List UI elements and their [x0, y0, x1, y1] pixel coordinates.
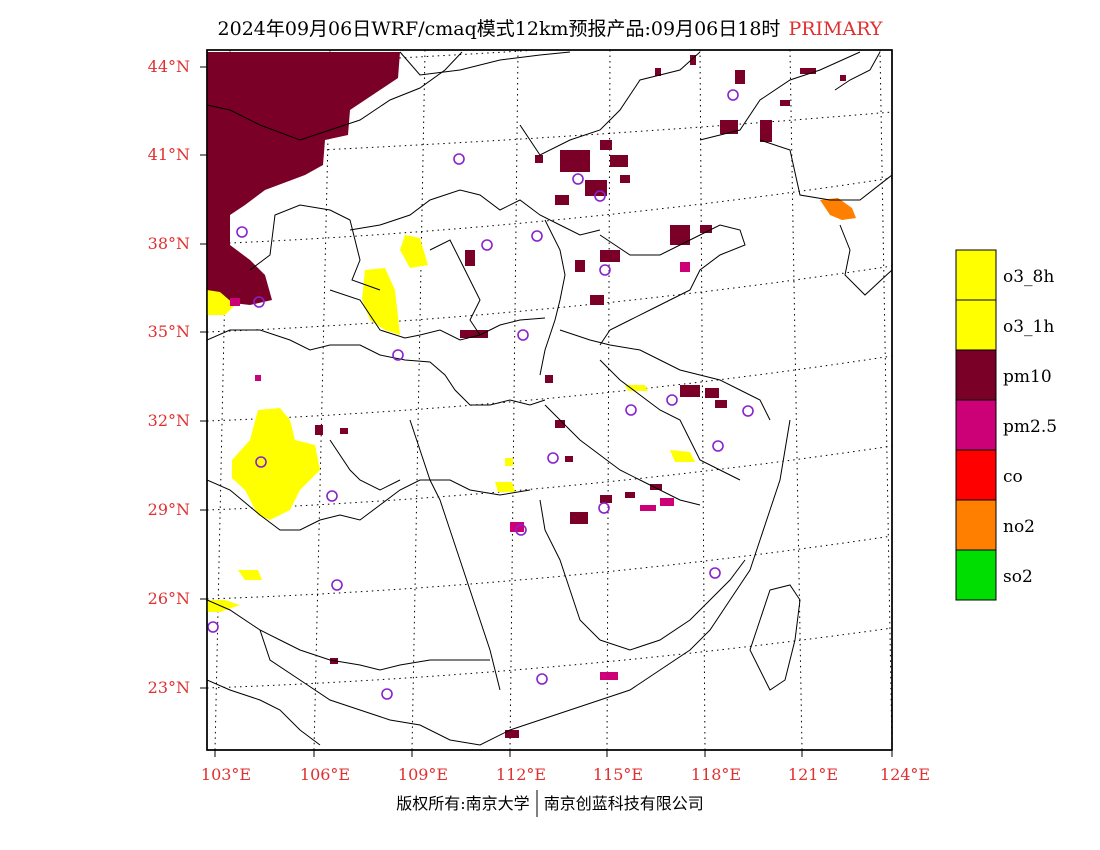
lon-label-112: 112°E	[496, 765, 546, 784]
legend-swatch-o3-8h	[955, 249, 997, 301]
lat-label-41: 41°N	[148, 145, 190, 164]
lon-label-118: 118°E	[691, 765, 741, 784]
legend-label-o3-8h: o3_8h	[1003, 267, 1054, 287]
title-tag: PRIMARY	[788, 18, 883, 40]
legend-swatch-o3-1h	[955, 299, 997, 351]
no2-region	[820, 198, 856, 220]
station-markers	[207, 89, 754, 700]
map-title: 2024年09月06日WRF/cmaq模式12km预报产品:09月06日18时 P…	[0, 14, 1100, 41]
lon-label-106: 106°E	[300, 765, 350, 784]
lon-label-103: 103°E	[201, 765, 251, 784]
legend-swatch-co	[955, 449, 997, 501]
o3-regions	[207, 235, 695, 612]
legend-swatch-pm10	[955, 349, 997, 401]
legend-label-pm10: pm10	[1003, 367, 1052, 387]
lat-label-35: 35°N	[148, 322, 190, 341]
footer: 版权所有:南京大学 南京创蓝科技有限公司	[0, 790, 1100, 814]
lat-label-44: 44°N	[148, 57, 190, 76]
lon-label-109: 109°E	[398, 765, 448, 784]
legend-label-co: co	[1003, 467, 1023, 487]
legend-swatch-no2	[955, 499, 997, 551]
lat-label-29: 29°N	[148, 500, 190, 519]
lon-label-121: 121°E	[788, 765, 838, 784]
lon-label-124: 124°E	[880, 765, 930, 784]
pm10-region	[207, 52, 400, 305]
lat-label-38: 38°N	[148, 234, 190, 253]
legend: o3_8h o3_1h pm10 pm2.5 co no2 so2	[955, 249, 1057, 601]
legend-label-pm25: pm2.5	[1003, 417, 1057, 437]
footer-right: 南京创蓝科技有限公司	[543, 794, 704, 813]
lat-label-26: 26°N	[148, 589, 190, 608]
pm10-patches	[315, 55, 846, 738]
map-frame-border	[206, 49, 893, 751]
legend-swatch-pm25	[955, 399, 997, 451]
latitude-ticks	[200, 66, 207, 689]
lat-label-32: 32°N	[148, 411, 190, 430]
lat-label-23: 23°N	[148, 678, 190, 697]
longitude-ticks	[214, 750, 893, 757]
lon-label-115: 115°E	[593, 765, 643, 784]
legend-swatch-so2	[955, 549, 997, 601]
province-boundaries	[207, 51, 892, 746]
legend-label-no2: no2	[1003, 517, 1035, 537]
footer-left: 版权所有:南京大学	[396, 794, 530, 813]
title-main: 2024年09月06日WRF/cmaq模式12km预报产品:09月06日18时	[217, 18, 781, 40]
legend-label-so2: so2	[1003, 567, 1033, 587]
map-frame	[206, 49, 893, 751]
legend-label-o3-1h: o3_1h	[1003, 317, 1054, 337]
